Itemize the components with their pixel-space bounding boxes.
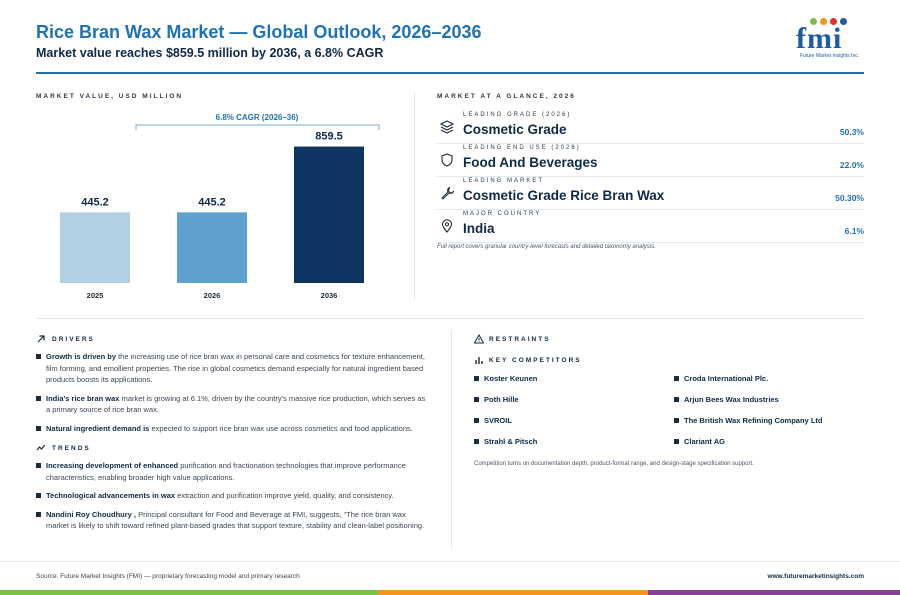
footer-bar-green: [0, 590, 378, 595]
competitor-item: The British Wax Refining Company Ltd: [674, 416, 822, 425]
trend-item-text: Principal consultant for Food and Bevera…: [46, 509, 425, 531]
trend-item: Nandini Roy Choudhury , Principal consul…: [36, 509, 428, 532]
competitor-item: Koster Keunen: [474, 374, 537, 383]
glance-kicker: LEADING END USE (2026): [463, 145, 581, 151]
logo-dot-blue: [840, 18, 847, 25]
restraints-heading: RESTRAINTS: [489, 336, 551, 343]
bar-2036: [294, 146, 364, 283]
cagr-label: 6.8% CAGR (2026–36): [216, 113, 299, 122]
competitor-item: SVROIL: [474, 416, 512, 425]
drivers-list: Growth is driven by the increasing use o…: [36, 351, 428, 441]
competitors-note: Competition turns on documentation depth…: [474, 461, 754, 467]
glance-value: 50.30%: [835, 193, 864, 203]
footer-bar-orange: [378, 590, 648, 595]
fmi-logo[interactable]: fmi Future Market Insights Inc.: [796, 18, 868, 60]
drivers-heading: DRIVERS: [52, 336, 95, 343]
section-divider-vertical: [414, 92, 415, 300]
x-tick-label: 2036: [321, 291, 338, 300]
trend-item-lead: Nandini Roy Choudhury ,: [46, 509, 136, 519]
x-tick-label: 2026: [204, 291, 221, 300]
driver-item-lead: Growth is driven by: [46, 352, 117, 361]
competitors-heading: KEY COMPETITORS: [489, 357, 582, 364]
glance-kicker: LEADING MARKET: [463, 178, 545, 184]
arrow-up-right-icon: [37, 335, 45, 343]
page-title: Rice Bran Wax Market — Global Outlook, 2…: [36, 22, 482, 42]
glance-name: Food And Beverages: [463, 155, 598, 170]
page-subtitle: Market value reaches $859.5 million by 2…: [36, 46, 384, 60]
trends-list: Increasing development of enhanced purif…: [36, 460, 428, 539]
cagr-bracket: 6.8% CAGR (2026–36): [135, 113, 380, 130]
bar-2025: [60, 212, 130, 283]
source-note: Source: Future Market Insights (FMI) — p…: [36, 573, 300, 580]
driver-item: Growth is driven by the increasing use o…: [36, 351, 428, 386]
glance-item-grade: LEADING GRADE (2026) Cosmetic Grade 50.3…: [437, 112, 864, 144]
glance-item-market: LEADING MARKET Cosmetic Grade Rice Bran …: [437, 178, 864, 210]
logo-dot-orange: [820, 18, 827, 25]
bar-value-label: 445.2: [81, 196, 109, 208]
logo-wordmark: fmi: [796, 22, 843, 55]
footer-bar-purple: [648, 590, 900, 595]
trend-item: Increasing development of enhanced purif…: [36, 460, 428, 483]
competitor-item: Clariant AG: [674, 437, 725, 446]
driver-item-text: the increasing use of rice bran wax in p…: [46, 352, 425, 384]
glance-name: Cosmetic Grade: [463, 122, 567, 137]
trend-item-text: purification and fractionation technolog…: [46, 461, 406, 482]
trend-item: Technological advancements in wax extrac…: [36, 490, 428, 502]
glance-value: 50.3%: [839, 127, 864, 137]
glance-name: Cosmetic Grade Rice Bran Wax: [463, 188, 665, 203]
section-divider-vertical-lower: [451, 330, 452, 548]
logo-dot-green: [810, 18, 817, 25]
shield-icon: [441, 153, 453, 167]
competitor-item: Strahl & Pitsch: [474, 437, 537, 446]
glance-name: India: [463, 221, 495, 236]
competitor-item: Poth Hille: [474, 395, 519, 404]
driver-item: India's rice bran wax market is growing …: [36, 393, 428, 416]
trend-item-lead: Increasing development of enhanced: [46, 461, 179, 470]
bar-2026: [177, 212, 247, 283]
competitor-item: Arjun Bees Wax Industries: [674, 395, 779, 404]
market-value-label: MARKET VALUE, USD MILLION: [36, 93, 184, 100]
driver-item-lead: India's rice bran wax: [46, 393, 120, 403]
bar-value-label: 859.5: [315, 131, 343, 143]
driver-item-lead: Natural ingredient demand is: [46, 423, 150, 433]
driver-item-text: market is growing at 6.1%, driven by the…: [46, 393, 426, 415]
trend-item-text: extraction and purification improve yiel…: [175, 491, 394, 500]
website-link[interactable]: www.futuremarketinsights.com: [767, 573, 864, 580]
glance-value: 6.1%: [844, 226, 864, 236]
trend-item-lead: Technological advancements in wax: [46, 491, 176, 500]
glance-value: 22.0%: [839, 160, 864, 170]
section-divider-horizontal: [36, 318, 864, 319]
bar-value-label: 445.2: [198, 196, 226, 208]
logo-tagline: Future Market Insights Inc.: [800, 53, 860, 59]
location-pin-icon: [441, 219, 453, 233]
glance-note: Full report covers granular country-leve…: [437, 244, 656, 250]
competitor-item: Croda International Plc.: [674, 374, 768, 383]
glance-kicker: LEADING GRADE (2026): [463, 112, 572, 118]
glance-item-end-use: LEADING END USE (2026) Food And Beverage…: [437, 145, 864, 177]
glance-item-country: MAJOR COUNTRY India 6.1%: [437, 211, 864, 243]
layers-icon: [440, 120, 454, 134]
trends-heading: TRENDS: [52, 445, 91, 452]
trend-line-icon: [36, 444, 46, 451]
driver-item-text: expected to support rice bran wax use ac…: [149, 423, 413, 433]
glance-kicker: MAJOR COUNTRY: [463, 211, 542, 217]
warning-icon: [474, 334, 484, 344]
glance-label: MARKET AT A GLANCE, 2026: [437, 93, 576, 100]
market-value-bar-chart: 6.8% CAGR (2026–36) 445.2 2025 445.2 2026 85…: [60, 113, 380, 300]
header-rule: [36, 72, 864, 74]
driver-item: Natural ingredient demand is expected to…: [36, 423, 428, 435]
cagr-bracket-line: [135, 124, 380, 130]
footer-rule: [0, 561, 900, 562]
bar-chart-icon: [475, 357, 483, 364]
x-tick-label: 2025: [87, 291, 104, 300]
logo-dot-red: [830, 18, 837, 25]
wrench-icon: [441, 186, 454, 200]
